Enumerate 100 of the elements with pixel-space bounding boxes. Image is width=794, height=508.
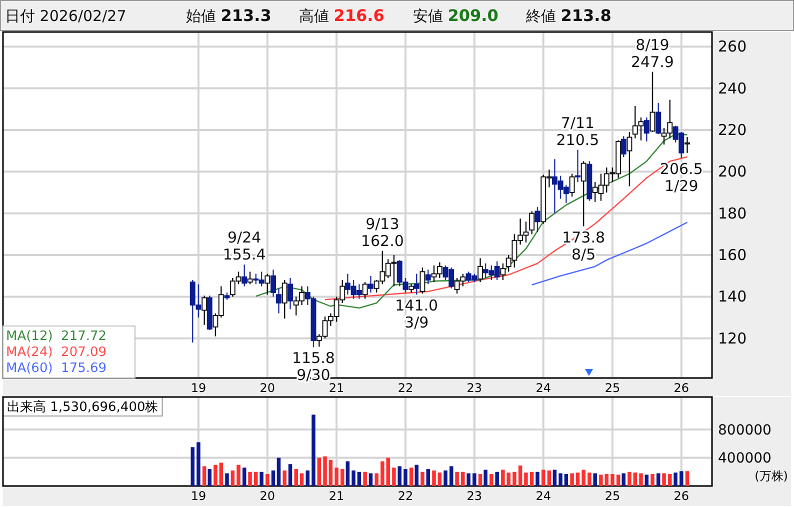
- bar: [472, 473, 476, 486]
- bar: [357, 472, 362, 486]
- bar: [432, 470, 436, 486]
- bar: [230, 470, 235, 486]
- bar: [668, 474, 672, 486]
- bar: [558, 473, 562, 486]
- bar: [530, 472, 534, 486]
- x-tick-label: 21: [328, 489, 344, 503]
- candlestick: [500, 262, 506, 281]
- bar: [225, 473, 229, 486]
- text: MA(60) 175.69: [6, 361, 107, 376]
- bar: [236, 464, 240, 486]
- bar: [628, 472, 632, 486]
- bar: [202, 466, 206, 486]
- bar: [363, 472, 367, 486]
- candlestick: [650, 71, 656, 133]
- text: 安値 209.0: [413, 6, 498, 25]
- candlestick: [644, 116, 650, 142]
- text: 日付 2026/02/27: [5, 7, 126, 25]
- annotation: 141.0: [395, 296, 438, 315]
- candlestick: [574, 149, 580, 183]
- bar: [449, 466, 454, 486]
- annotation: 8/19: [636, 36, 670, 54]
- bar: [588, 472, 592, 486]
- x-tick-label: 26: [674, 381, 690, 395]
- bar: [518, 466, 522, 486]
- bar: [334, 468, 338, 486]
- x-tick-label: 25: [604, 489, 620, 503]
- bar: [484, 470, 488, 486]
- bar: [650, 474, 654, 486]
- y-tick-label: 240: [718, 79, 747, 98]
- y-tick-label: 180: [718, 204, 747, 222]
- y-tick-label: 800000: [718, 422, 772, 438]
- x-tick-label: 19: [190, 489, 206, 503]
- candlestick: [620, 136, 626, 158]
- y-axis-title: (万株): [754, 469, 788, 483]
- bar: [455, 472, 459, 486]
- bar: [547, 470, 552, 486]
- annotation: 3/9: [404, 314, 429, 332]
- candlestick: [534, 206, 540, 233]
- y-tick-label: 160: [718, 246, 747, 264]
- y-tick-label: 140: [718, 288, 747, 306]
- bar: [633, 472, 638, 486]
- chart-title: 出来高 1,530,696,400株: [7, 399, 158, 415]
- bar: [260, 472, 264, 486]
- bar: [656, 473, 660, 486]
- bar: [374, 473, 378, 486]
- x-tick-label: 21: [328, 381, 344, 395]
- x-tick-label: 22: [398, 489, 414, 503]
- bar: [409, 468, 414, 486]
- y-tick-label: 120: [718, 329, 747, 348]
- bar: [466, 473, 470, 486]
- bar: [219, 462, 224, 486]
- bar: [478, 474, 482, 486]
- candlestick: [368, 275, 374, 294]
- candlestick: [626, 131, 632, 187]
- bar: [248, 472, 252, 486]
- x-tick-label: 19: [190, 381, 206, 395]
- annotation: 162.0: [360, 232, 404, 250]
- bar: [323, 456, 327, 486]
- bar: [368, 473, 373, 486]
- y-tick-label: 400000: [718, 450, 772, 467]
- bar: [438, 472, 442, 486]
- bar: [328, 460, 333, 486]
- annotation: 206.5: [660, 160, 703, 178]
- bar: [616, 474, 620, 486]
- candlestick: [247, 271, 253, 285]
- bar: [644, 474, 649, 486]
- bar: [639, 473, 643, 486]
- bar: [512, 472, 516, 486]
- candlestick: [420, 266, 426, 294]
- bar: [271, 470, 276, 486]
- bar: [680, 471, 684, 486]
- bar: [300, 473, 304, 486]
- bar: [282, 470, 286, 486]
- text: 終値 213.8: [525, 6, 612, 25]
- bar: [340, 469, 344, 486]
- bar: [404, 469, 408, 486]
- text: 始値 213.3: [186, 6, 272, 25]
- bar: [398, 466, 402, 486]
- bar: [242, 468, 246, 486]
- candlestick: [362, 282, 368, 300]
- x-tick-label: 26: [674, 489, 690, 503]
- bar: [674, 472, 678, 486]
- x-tick-label: 24: [536, 489, 551, 503]
- bar: [420, 472, 424, 486]
- candlestick: [202, 295, 208, 326]
- bar: [570, 473, 574, 486]
- bar: [622, 473, 626, 486]
- bar: [196, 442, 200, 486]
- bar: [461, 472, 465, 486]
- bar: [444, 470, 448, 486]
- x-tick-label: 23: [466, 489, 482, 503]
- x-tick-label: 20: [260, 489, 276, 503]
- bar: [524, 472, 528, 486]
- x-tick-label: 20: [260, 381, 276, 395]
- candlestick: [478, 258, 483, 283]
- bar: [610, 474, 614, 486]
- bar: [317, 458, 322, 486]
- x-tick-label: 25: [604, 381, 620, 395]
